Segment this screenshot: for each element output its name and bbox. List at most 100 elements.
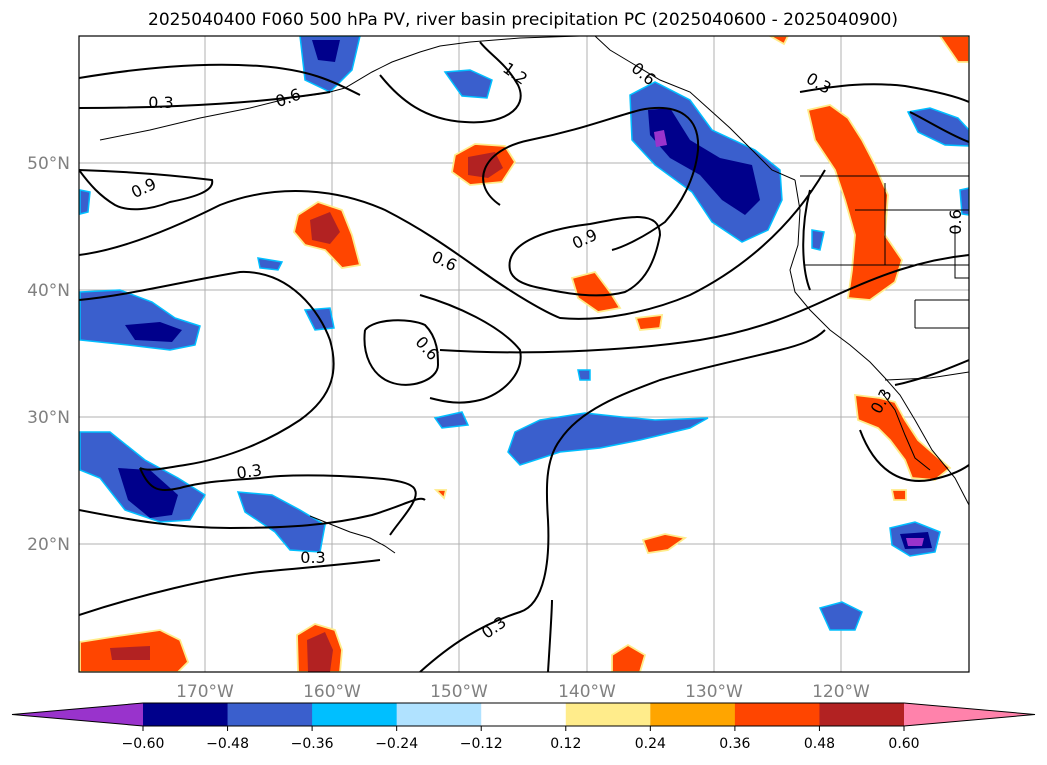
- neg-region-south: [818, 601, 863, 631]
- pos-region-small-1: [890, 489, 907, 501]
- pv-contour-label: 0.3: [235, 460, 263, 482]
- pos-region-ne: [938, 36, 969, 63]
- pos-region-california: [806, 104, 903, 301]
- colorbar-tick-label: 0.36: [719, 736, 750, 752]
- neg-core-top: [312, 40, 340, 62]
- lat-label: 40°N: [27, 281, 70, 301]
- neg-extreme-pnw: [654, 130, 667, 147]
- baja-peninsula: [879, 389, 931, 471]
- alaska-coast: [329, 36, 581, 93]
- lat-label: 30°N: [27, 408, 70, 428]
- colorbar-tick-label: −0.48: [206, 736, 249, 752]
- contour-0.6-loop: [419, 294, 522, 404]
- lon-label: 170°W: [176, 682, 234, 702]
- bc-coast: [594, 36, 796, 181]
- state-border-4: [884, 183, 969, 279]
- contour-southwest: [79, 559, 381, 616]
- pv-contours: [79, 41, 969, 672]
- contour-0.3-main: [79, 270, 335, 471]
- lon-label: 160°W: [303, 682, 361, 702]
- map-panel: 0.3 0.6 1.2 0.6 0.3 0.9 0.6 0.9 0.6 0.3 …: [78, 35, 970, 673]
- colorbar-tick-label: 0.12: [550, 736, 581, 752]
- contour-0.3-mexico: [859, 429, 969, 482]
- contour-ne-small: [909, 111, 969, 143]
- colorbar-tick-label: −0.60: [122, 736, 165, 752]
- colorbar-extend-max: [904, 703, 1035, 726]
- neg-core-hawaii-west: [118, 468, 178, 518]
- neg-core-pnw: [648, 108, 760, 215]
- lon-label: 130°W: [685, 682, 743, 702]
- lat-label: 50°N: [27, 154, 70, 174]
- colorbar: −0.60 −0.48 −0.36 −0.24 −0.12 0.12 0.24 0.36 0.4…: [11, 702, 1036, 752]
- neg-region-small-2: [257, 257, 284, 271]
- pos-region-small-2: [768, 36, 790, 46]
- pos-core-1: [468, 152, 503, 178]
- neg-region-edge: [79, 189, 91, 215]
- lon-label: 150°W: [430, 682, 488, 702]
- contour-0.6-small: [363, 319, 440, 386]
- neg-core-west-40n: [125, 322, 182, 342]
- map-title: 2025040400 F060 500 hPa PV, river basin …: [148, 10, 898, 30]
- contour-coast: [802, 189, 811, 291]
- contour-0.3-southeast: [419, 329, 826, 672]
- pos-region-baja: [853, 393, 952, 481]
- pos-region-7: [611, 643, 647, 672]
- contour-0.3-mid: [439, 254, 969, 354]
- colorbar-tick-label: 0.60: [888, 736, 919, 752]
- neg-extreme-mexico: [906, 538, 924, 546]
- lon-label: 140°W: [558, 682, 616, 702]
- colorbar-tick-label: 0.48: [804, 736, 835, 752]
- neg-region-coast: [811, 229, 825, 251]
- longitude-labels: 170°W 160°W 150°W 140°W 130°W 120°W: [176, 682, 870, 702]
- colorbar-tick-label: −0.36: [291, 736, 334, 752]
- contour-0.6-main: [79, 169, 826, 320]
- neg-region-gulf: [443, 69, 493, 99]
- contour-0.9-east-ridge: [482, 107, 700, 251]
- colorbar-segment: [650, 703, 736, 726]
- contour-0.6-mexico: [894, 359, 969, 386]
- contour-0.3-north: [79, 91, 331, 109]
- coastlines: [99, 36, 969, 554]
- colorbar-tick-label: 0.24: [635, 736, 666, 752]
- lat-label: 20°N: [27, 535, 70, 555]
- colorbar-segment: [143, 703, 229, 726]
- pos-region-3: [570, 270, 622, 313]
- neg-region-hawaii: [236, 491, 326, 553]
- colorbar-segment: [481, 703, 567, 726]
- contour-0.9-center: [508, 216, 662, 297]
- pos-region-4: [634, 313, 664, 331]
- latitude-labels: 50°N 40°N 30°N 20°N: [27, 154, 70, 555]
- contour-0.9-west: [79, 169, 214, 211]
- positive-anomaly-shading: [79, 36, 969, 672]
- pos-region-small-4: [433, 489, 448, 500]
- lon-label: 120°W: [812, 682, 870, 702]
- neg-region-small-3: [577, 369, 591, 381]
- pos-core-6: [110, 646, 150, 660]
- negative-anomaly-shading: [79, 36, 969, 631]
- colorbar-segment: [819, 703, 905, 726]
- colorbar-tick-label: −0.24: [375, 736, 418, 752]
- us-west-coast: [789, 179, 969, 506]
- pos-core-5: [307, 632, 333, 672]
- pos-core-2: [310, 212, 340, 244]
- neg-region-east-edge: [959, 187, 969, 216]
- map-frame: [78, 35, 970, 673]
- neg-region-mid-1: [433, 411, 470, 429]
- colorbar-segment: [734, 703, 820, 726]
- neg-region-subtropics: [507, 412, 709, 466]
- colorbar-segment: [227, 703, 313, 726]
- contour-south-stub: [547, 599, 553, 672]
- contour-1.2: [379, 41, 522, 124]
- contour-0.3-loop-south: [139, 467, 417, 536]
- state-border-3: [914, 299, 969, 329]
- pv-contour-label: 0.3: [148, 93, 173, 112]
- pv-contour-label: 0.3: [300, 548, 325, 567]
- colorbar-segment: [312, 703, 398, 726]
- contour-0.3-northeast: [799, 83, 969, 103]
- pv-contour-label: 0.6: [946, 209, 965, 234]
- colorbar-extend-min: [12, 703, 143, 726]
- us-mexico-border: [884, 371, 969, 381]
- contour-top-left: [79, 63, 361, 96]
- colorbar-segment: [396, 703, 482, 726]
